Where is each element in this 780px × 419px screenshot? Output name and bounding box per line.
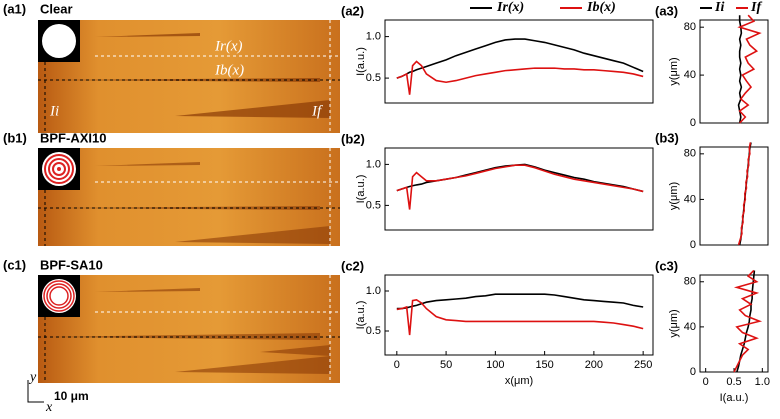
y-tick-label: 0.5 bbox=[366, 72, 381, 84]
x-axis-label: x(μm) bbox=[505, 375, 533, 387]
image-panel: (a1) Clear Ir(x) Ib(x) Ii If bbox=[3, 1, 340, 133]
x-tick-label: 150 bbox=[535, 359, 553, 371]
data-line bbox=[736, 270, 756, 373]
panel-label: (b1) bbox=[3, 130, 27, 145]
data-line bbox=[396, 293, 644, 310]
legend-label: Ii bbox=[714, 0, 724, 15]
annotation: Ii bbox=[49, 103, 59, 119]
y-tick-label: 1.0 bbox=[366, 285, 381, 297]
x-tick-label: 250 bbox=[634, 359, 652, 371]
legend-label: Ir(x) bbox=[496, 0, 524, 15]
annotation: Ir(x) bbox=[214, 38, 242, 54]
plot-frame bbox=[699, 146, 769, 246]
y-tick-label: 40 bbox=[684, 193, 696, 205]
y-tick-label: 1.0 bbox=[366, 31, 381, 43]
y-tick-label: 80 bbox=[684, 21, 696, 33]
y-tick-label: 1.0 bbox=[366, 158, 381, 170]
y-tick-label: 0.5 bbox=[366, 325, 381, 337]
y-axis-label: y(μm) bbox=[668, 57, 680, 85]
panel-label: (a2) bbox=[341, 3, 364, 18]
plot-frame bbox=[384, 147, 654, 231]
y-tick-label: 0 bbox=[690, 117, 696, 129]
y-axis-label: I(a.u.) bbox=[355, 47, 367, 76]
y-tick-label: 40 bbox=[684, 321, 696, 333]
plot-frame bbox=[699, 274, 769, 373]
panel-label: (a3) bbox=[655, 3, 678, 18]
annotation: Ib(x) bbox=[214, 62, 244, 78]
y-tick-label: 80 bbox=[684, 148, 696, 160]
axis-indicator: y bbox=[28, 370, 37, 385]
annotation: If bbox=[311, 103, 323, 119]
x-tick-label: 0 bbox=[394, 359, 400, 371]
panel-title: BPF-SA10 bbox=[40, 257, 103, 272]
data-line bbox=[396, 60, 644, 95]
y-axis-label: y(μm) bbox=[668, 309, 680, 337]
scale-bar: 10 μm bbox=[54, 389, 89, 403]
y-axis-label: I(a.u.) bbox=[355, 301, 367, 330]
legend-label: Ib(x) bbox=[586, 0, 616, 15]
y-tick-label: 80 bbox=[684, 276, 696, 288]
x-tick-label: 50 bbox=[440, 359, 452, 371]
data-line bbox=[396, 38, 644, 79]
image-panel: (b1) BPF-AXI10 bbox=[3, 130, 340, 246]
data-line bbox=[737, 14, 762, 124]
data-line bbox=[396, 164, 644, 210]
y-axis-label: I(a.u.) bbox=[355, 175, 367, 204]
plot-frame bbox=[699, 19, 769, 124]
data-line bbox=[737, 15, 743, 124]
data-line bbox=[396, 163, 644, 193]
plot-frame bbox=[384, 19, 654, 104]
plot-frame bbox=[384, 274, 654, 356]
y-axis-label: y(μm) bbox=[668, 182, 680, 210]
y-tick-label: 0.5 bbox=[366, 199, 381, 211]
x-tick-label: 0 bbox=[703, 376, 709, 388]
x-tick-label: 200 bbox=[585, 359, 603, 371]
y-tick-label: 0 bbox=[690, 239, 696, 251]
x-tick-label: 100 bbox=[486, 359, 504, 371]
panel-title: Clear bbox=[40, 1, 73, 16]
panel-label: (b2) bbox=[341, 131, 365, 146]
image-panel: (c1) BPF-SA10 10 μm y x bbox=[3, 257, 340, 415]
x-tick-label: 1.0 bbox=[755, 376, 770, 388]
y-tick-label: 40 bbox=[684, 69, 696, 81]
panel-label: (b3) bbox=[655, 130, 679, 145]
panel-title: BPF-AXI10 bbox=[40, 130, 106, 145]
axis-indicator: x bbox=[45, 400, 53, 415]
panel-label: (c3) bbox=[655, 258, 678, 273]
data-line bbox=[733, 269, 763, 373]
y-tick-label: 0 bbox=[690, 366, 696, 378]
panel-label: (a1) bbox=[3, 1, 26, 16]
panel-label: (c2) bbox=[341, 258, 364, 273]
x-tick-label: 0.5 bbox=[726, 376, 741, 388]
data-line bbox=[737, 142, 752, 246]
x-axis-label: I(a.u.) bbox=[720, 392, 749, 404]
legend-label: If bbox=[750, 0, 762, 15]
data-line bbox=[396, 298, 644, 336]
panel-label: (c1) bbox=[3, 257, 26, 272]
